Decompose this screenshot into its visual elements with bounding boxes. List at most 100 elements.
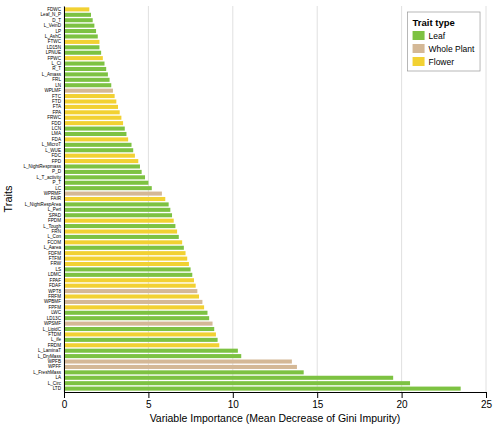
y-tick-label: D_T (52, 18, 61, 23)
bar (64, 224, 175, 228)
y-tick-label: FPWC (47, 56, 61, 61)
y-tick: Leaf_N_P (41, 12, 64, 17)
bar (64, 175, 145, 179)
y-tick: L_Amass (42, 72, 64, 77)
legend: Trait typeLeafWhole PlantFlower (408, 12, 480, 71)
y-tick-label: FDAF (49, 283, 61, 288)
bar (64, 127, 125, 131)
y-tick-label: L_NightRespmass (23, 164, 61, 169)
y-tick-label: FAIR (51, 196, 62, 201)
bar (64, 278, 194, 282)
y-tick: WPT8 (48, 289, 64, 294)
y-tick: FRW (51, 261, 64, 266)
y-tick: SPAD (49, 213, 64, 218)
y-tick: LCN (52, 126, 64, 131)
y-tick-label: LTD (53, 386, 62, 391)
y-tick: FRN (52, 229, 64, 234)
y-tick-label: LA (55, 375, 62, 380)
x-tick-mark (486, 392, 487, 398)
y-tick-label: FRFM (48, 294, 61, 299)
y-tick-label: LP (55, 29, 61, 34)
grid-line (232, 6, 233, 392)
y-tick: LN (55, 83, 64, 88)
y-tick-label: L_Tough (43, 224, 61, 229)
y-tick-label: L_Amass (42, 72, 62, 77)
y-tick-label: R_T (52, 66, 61, 71)
x-tick: 25 (481, 392, 493, 410)
y-tick: LPNUE (46, 50, 64, 55)
legend-swatch (413, 44, 425, 53)
bar (64, 289, 197, 293)
bar (64, 300, 202, 304)
bar (64, 170, 142, 174)
y-tick: FDAF (49, 283, 64, 288)
bar (64, 45, 99, 49)
y-tick: L_WUE (45, 148, 64, 153)
x-tick: 5 (146, 392, 152, 410)
bar (64, 18, 93, 22)
y-tick-label: WPLMF (44, 88, 61, 93)
y-tick-label: LC (55, 186, 62, 191)
y-tick: WPSMF (44, 321, 64, 326)
y-tick-label: FTFM (49, 256, 61, 261)
bar (64, 89, 113, 93)
y-tick-label: L_Circ (48, 381, 62, 386)
y-tick-label: FPAF (50, 278, 62, 283)
x-tick-label: 5 (146, 399, 152, 410)
bars (64, 7, 461, 390)
y-tick: LC (55, 186, 64, 191)
y-tick: LTD (53, 386, 64, 391)
y-tick: FTDM (48, 332, 64, 337)
bar (64, 181, 148, 185)
y-tick: LD15N (47, 45, 64, 50)
y-tick-label: LMA (52, 131, 62, 136)
bar (64, 67, 106, 71)
legend-title: Trait type (413, 17, 455, 28)
bar (64, 164, 140, 168)
y-tick: LS (55, 267, 64, 272)
y-tick: WPLMF (44, 88, 64, 93)
x-axis: 0510152025 (62, 392, 493, 410)
bar (64, 294, 199, 298)
y-tick-label: FTWC (48, 39, 62, 44)
bar (64, 148, 133, 152)
y-tick: FPD (52, 159, 64, 164)
y-tick: FTFM (49, 256, 64, 261)
y-tick-label: LWC (51, 310, 62, 315)
x-tick: 0 (62, 392, 68, 410)
y-tick: L_MicroT (42, 142, 64, 147)
y-tick-label: FDA (52, 137, 62, 142)
y-tick-label: L_ife (51, 337, 61, 342)
x-tick-mark (402, 392, 403, 398)
y-axis-title: Traits (2, 185, 14, 213)
y-tick-label: LDMC (48, 272, 62, 277)
y-tick: FPWC (47, 56, 64, 61)
y-axis: LTDL_CircLAL_FreshMassWPFFWPFBL_DryMassL… (23, 7, 64, 393)
y-tick: LA (55, 375, 64, 380)
y-tick: L_FreshMass (33, 370, 64, 375)
y-tick: L_ife (51, 337, 64, 342)
y-tick-label: FCOM (47, 240, 61, 245)
bar (64, 110, 120, 114)
bar (64, 273, 192, 277)
x-tick-label: 10 (228, 399, 240, 410)
x-tick-label: 15 (312, 399, 324, 410)
chart: 0510152025LTDL_CircLAL_FreshMassWPFFWPFB… (0, 0, 500, 428)
y-tick-label: LD15N (47, 45, 61, 50)
bar (64, 251, 186, 255)
y-tick: LMA (52, 131, 64, 136)
bar (64, 29, 96, 33)
bar (64, 197, 165, 201)
bar (64, 105, 118, 109)
bar (64, 267, 191, 271)
y-tick: L_AshC (45, 34, 64, 39)
y-tick: FTC (52, 94, 64, 99)
y-tick: LP (55, 29, 64, 34)
y-tick-label: SPAD (49, 213, 62, 218)
y-tick: FTWC (48, 39, 64, 44)
bar (64, 137, 128, 141)
y-tick-label: LN (55, 83, 61, 88)
y-tick-label: LS (55, 267, 61, 272)
y-tick: LDMC (48, 272, 64, 277)
y-tick: R_T (52, 66, 64, 71)
